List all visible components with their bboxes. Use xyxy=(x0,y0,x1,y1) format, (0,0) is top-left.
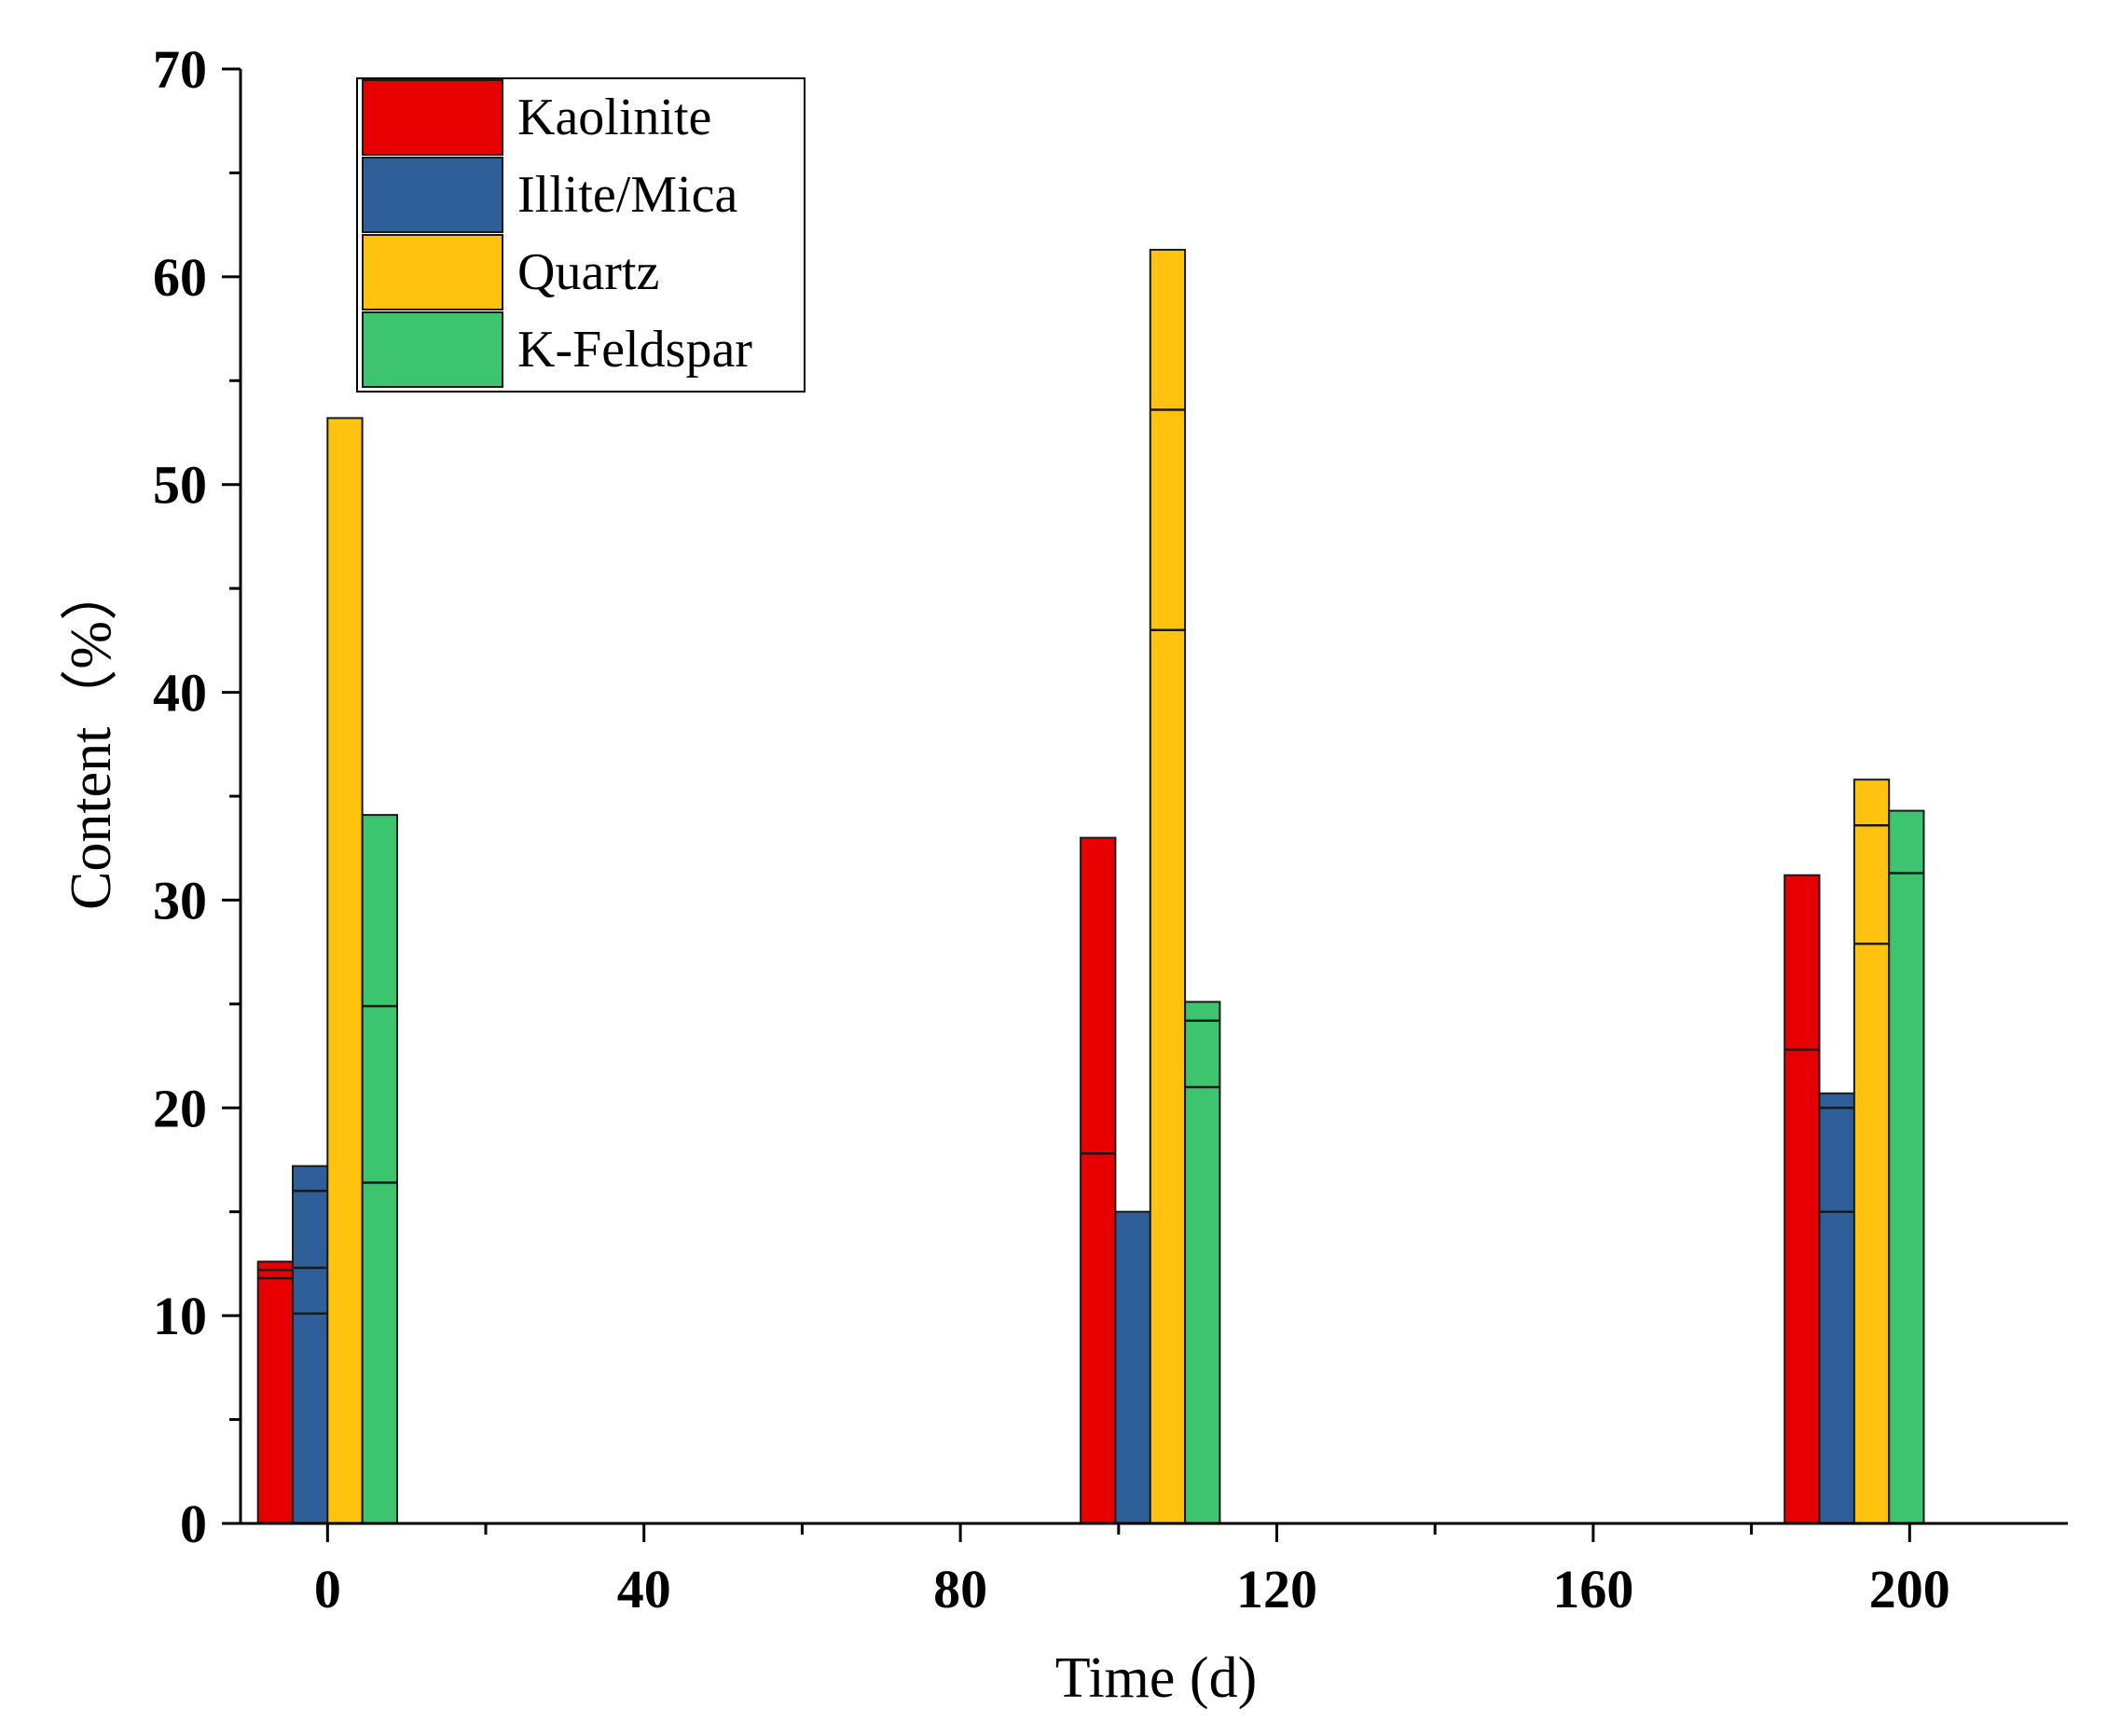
bar-kaolinite-193 xyxy=(1783,874,1821,1524)
legend-swatch-illite-mica xyxy=(362,157,503,233)
bar-quartz-104 xyxy=(1149,248,1187,1524)
y-tick-label: 20 xyxy=(153,1078,207,1138)
bar-illite-mica-104 xyxy=(1114,1210,1151,1524)
y-tick-label: 60 xyxy=(153,247,207,308)
bar-k-feldspar-0 xyxy=(361,814,399,1524)
x-tick-label: 200 xyxy=(1869,1559,1950,1619)
x-tick-label: 40 xyxy=(617,1559,671,1619)
y-tick-label: 40 xyxy=(153,663,207,723)
y-tick-label: 0 xyxy=(180,1494,207,1554)
y-tick-label: 70 xyxy=(153,39,207,100)
bar-kaolinite-104 xyxy=(1080,836,1117,1524)
y-tick-label: 30 xyxy=(153,870,207,930)
legend-swatch-k-feldspar xyxy=(362,311,503,388)
y-tick-label: 10 xyxy=(153,1286,207,1346)
bar-k-feldspar-104 xyxy=(1184,1000,1221,1524)
x-tick-label: 160 xyxy=(1552,1559,1633,1619)
legend-label-k-feldspar: K-Feldspar xyxy=(517,321,752,379)
x-tick-label: 0 xyxy=(314,1559,341,1619)
bar-k-feldspar-193 xyxy=(1888,809,1925,1524)
legend-swatch-quartz xyxy=(362,234,503,310)
x-tick-label: 80 xyxy=(933,1559,987,1619)
bar-kaolinite-0 xyxy=(256,1261,295,1524)
legend-label-quartz: Quartz xyxy=(517,243,659,301)
bar-quartz-193 xyxy=(1852,778,1891,1524)
bar-quartz-0 xyxy=(326,417,364,1524)
legend-swatch-kaolinite xyxy=(362,79,503,156)
x-tick-label: 120 xyxy=(1236,1559,1317,1619)
bar-illite-mica-0 xyxy=(292,1164,329,1524)
legend-label-kaolinite: Kaolinite xyxy=(517,89,711,146)
y-tick-label: 50 xyxy=(153,455,207,516)
x-axis-title: Time (d) xyxy=(1055,1646,1257,1710)
axes-layer: 0 10 20 30 40 50 60 70 0 40 80 120 160 200 xyxy=(153,39,2068,1619)
bars-layer xyxy=(256,248,1925,1524)
y-axis-title: Content（%） xyxy=(60,563,123,910)
bar-illite-mica-193 xyxy=(1818,1092,1855,1524)
legend-label-illite-mica: Illite/Mica xyxy=(517,166,738,224)
legend: Kaolinite Illite/Mica Quartz K-Feldspar xyxy=(356,77,806,393)
